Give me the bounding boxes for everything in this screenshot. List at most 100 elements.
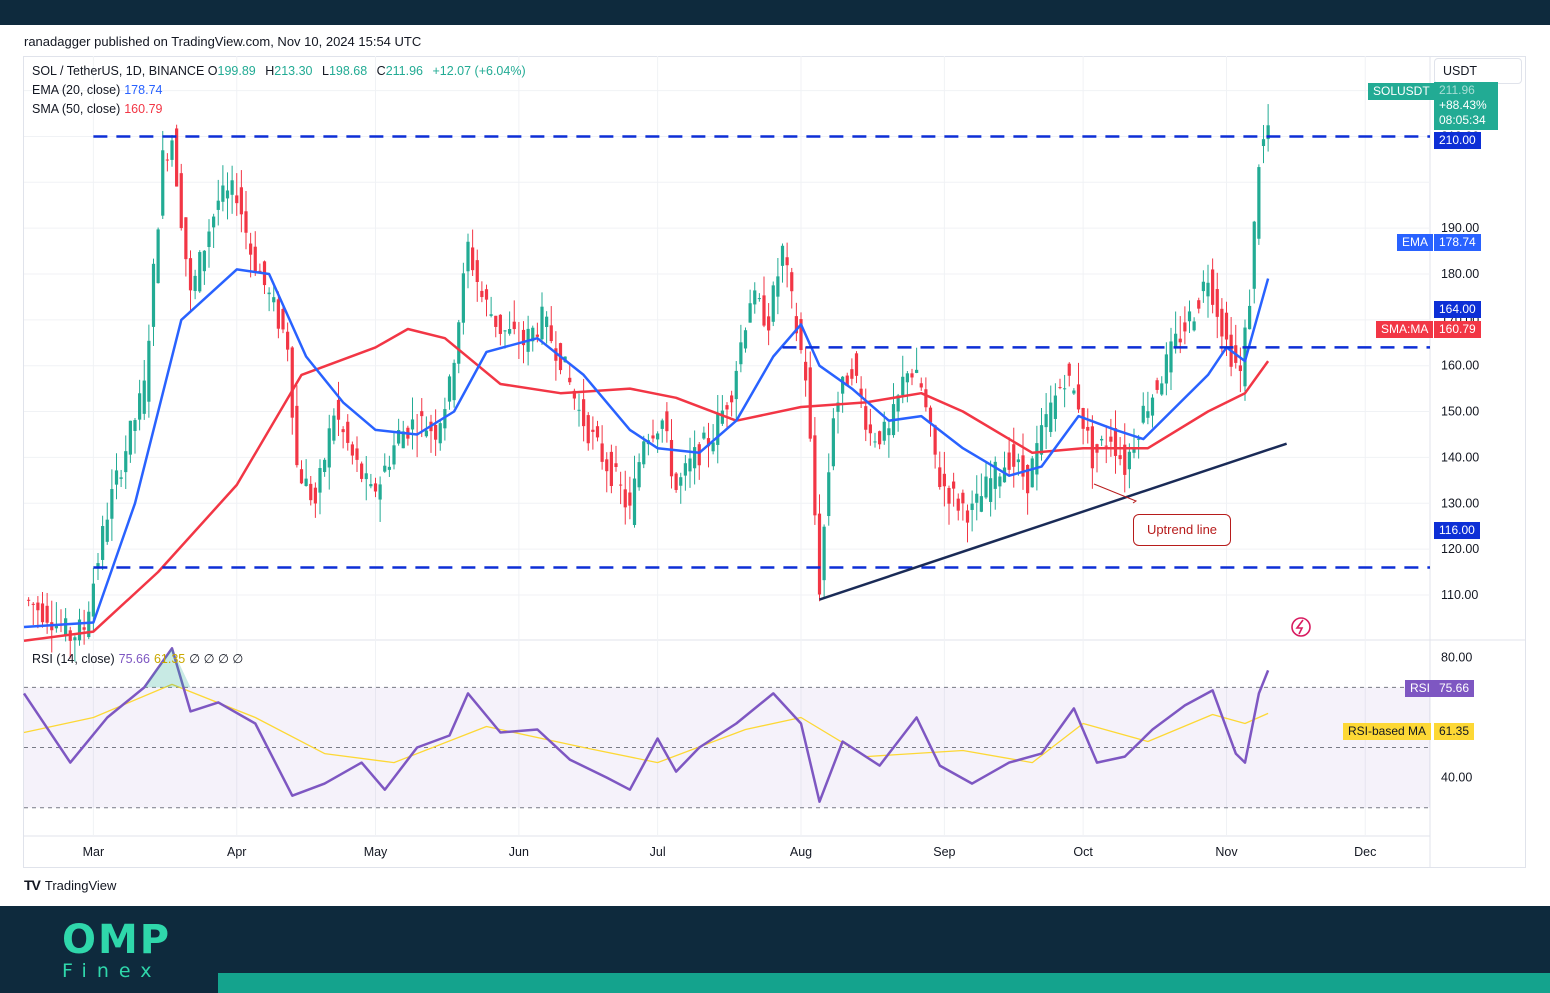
- candle-body: [905, 373, 909, 383]
- price-tick-label: 110.00: [1441, 588, 1478, 602]
- candle-body: [753, 290, 757, 305]
- candle-body: [87, 611, 91, 638]
- candle-body: [105, 519, 109, 542]
- candle-body: [725, 405, 729, 410]
- candle-body: [438, 423, 442, 444]
- candle-body: [965, 510, 970, 523]
- candle-body: [286, 331, 290, 350]
- candle-body: [595, 426, 600, 438]
- candle-body: [947, 487, 951, 504]
- candle-body: [614, 463, 618, 467]
- candle-body: [896, 395, 900, 412]
- candle-body: [720, 410, 724, 424]
- candle-body: [364, 473, 368, 480]
- level-210-tag: 210.00: [1434, 132, 1481, 149]
- candle-body: [706, 438, 711, 447]
- time-tick-label: Apr: [227, 845, 246, 859]
- candle-body: [910, 373, 914, 378]
- candle-body: [1155, 380, 1159, 390]
- candle-body: [434, 424, 438, 440]
- candle-body: [1187, 311, 1192, 322]
- candle-body: [572, 390, 576, 399]
- candle-body: [688, 458, 692, 472]
- footer-accent-strip: [218, 973, 1550, 993]
- candle-body: [110, 489, 114, 519]
- candle-body: [577, 409, 581, 411]
- candle-body: [165, 159, 169, 161]
- candle-body: [494, 315, 498, 327]
- rsi-overbought-fill: [144, 648, 191, 688]
- candle-body: [831, 418, 835, 467]
- candle-body: [702, 432, 706, 439]
- candle-body: [272, 297, 276, 303]
- candle-body: [1211, 269, 1215, 305]
- sma-legend-value: 160.79: [124, 102, 163, 116]
- candle-body: [369, 484, 373, 487]
- candle-body: [600, 443, 604, 462]
- price-chart-svg[interactable]: 110.00120.00130.00140.00150.00160.00170.…: [0, 25, 1550, 906]
- open-value: 199.89: [217, 64, 256, 78]
- candle-body: [776, 276, 780, 297]
- candle-body: [605, 459, 609, 472]
- candle-body: [679, 477, 683, 486]
- candle-body: [989, 478, 993, 502]
- candle-body: [1132, 449, 1136, 453]
- candle-body: [508, 328, 512, 334]
- event-bolt-icon: [1295, 619, 1304, 635]
- candle-body: [207, 231, 211, 248]
- candle-body: [642, 441, 646, 465]
- candle-body: [323, 459, 327, 472]
- candle-body: [452, 362, 456, 401]
- candle-body: [859, 388, 863, 397]
- countdown-value: 08:05:34: [1439, 113, 1486, 127]
- tradingview-logo[interactable]: TV TradingView: [24, 877, 116, 893]
- candle-body: [142, 380, 146, 414]
- level-164-tag: 164.00: [1434, 301, 1481, 318]
- candle-body: [179, 173, 183, 229]
- candle-body: [1118, 455, 1122, 460]
- candle-body: [554, 348, 558, 361]
- candle-body: [665, 411, 669, 432]
- candle-body: [1252, 221, 1256, 289]
- candle-body: [1053, 395, 1057, 419]
- candle-body: [1026, 464, 1030, 494]
- candle-body: [503, 330, 507, 332]
- candle-body: [512, 321, 516, 330]
- candle-body: [1109, 436, 1113, 442]
- top-bar: [0, 0, 1550, 25]
- candle-body: [850, 369, 854, 379]
- candle-body: [249, 243, 253, 255]
- candle-body: [1007, 452, 1011, 470]
- ema-tag-value: 178.74: [1434, 234, 1481, 251]
- candle-body: [697, 444, 701, 466]
- candle-body: [313, 487, 317, 504]
- ema-legend-value: 178.74: [124, 83, 163, 97]
- close-label: C: [376, 64, 386, 78]
- time-tick-label: Sep: [933, 845, 955, 859]
- candle-body: [822, 526, 826, 581]
- sma-legend[interactable]: SMA (50, close) 160.79: [32, 102, 162, 116]
- candle-body: [928, 407, 933, 423]
- candle-body: [901, 376, 905, 396]
- candle-body: [202, 250, 206, 272]
- candle-body: [827, 472, 831, 517]
- candle-body: [161, 150, 165, 216]
- candle-body: [637, 462, 641, 488]
- rsi-ma-line: [23, 683, 1269, 764]
- rsi-line: [22, 647, 1270, 803]
- candle-body: [420, 411, 424, 417]
- candle-body: [683, 463, 687, 476]
- candle-body: [378, 484, 382, 500]
- time-tick-label: Mar: [83, 845, 105, 859]
- candle-body: [373, 483, 378, 492]
- candle-body: [36, 602, 40, 611]
- price-tick-label: 190.00: [1441, 221, 1479, 235]
- candle-body: [623, 489, 627, 508]
- rsi-legend[interactable]: RSI (14, close) 75.66 61.35 ∅ ∅ ∅ ∅: [32, 651, 243, 666]
- price-tick-label: 130.00: [1441, 496, 1479, 510]
- currency-selector[interactable]: USDT: [1434, 58, 1522, 84]
- candle-body: [198, 252, 202, 292]
- ema-legend[interactable]: EMA (20, close) 178.74: [32, 83, 162, 97]
- candle-body: [942, 473, 946, 487]
- candle-body: [568, 377, 572, 383]
